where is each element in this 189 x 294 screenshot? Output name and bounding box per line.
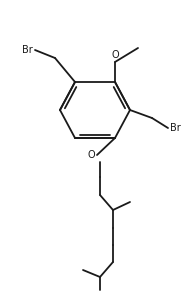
Text: Br: Br xyxy=(170,123,181,133)
Text: O: O xyxy=(111,50,119,60)
Text: Br: Br xyxy=(22,45,33,55)
Text: O: O xyxy=(87,150,95,160)
